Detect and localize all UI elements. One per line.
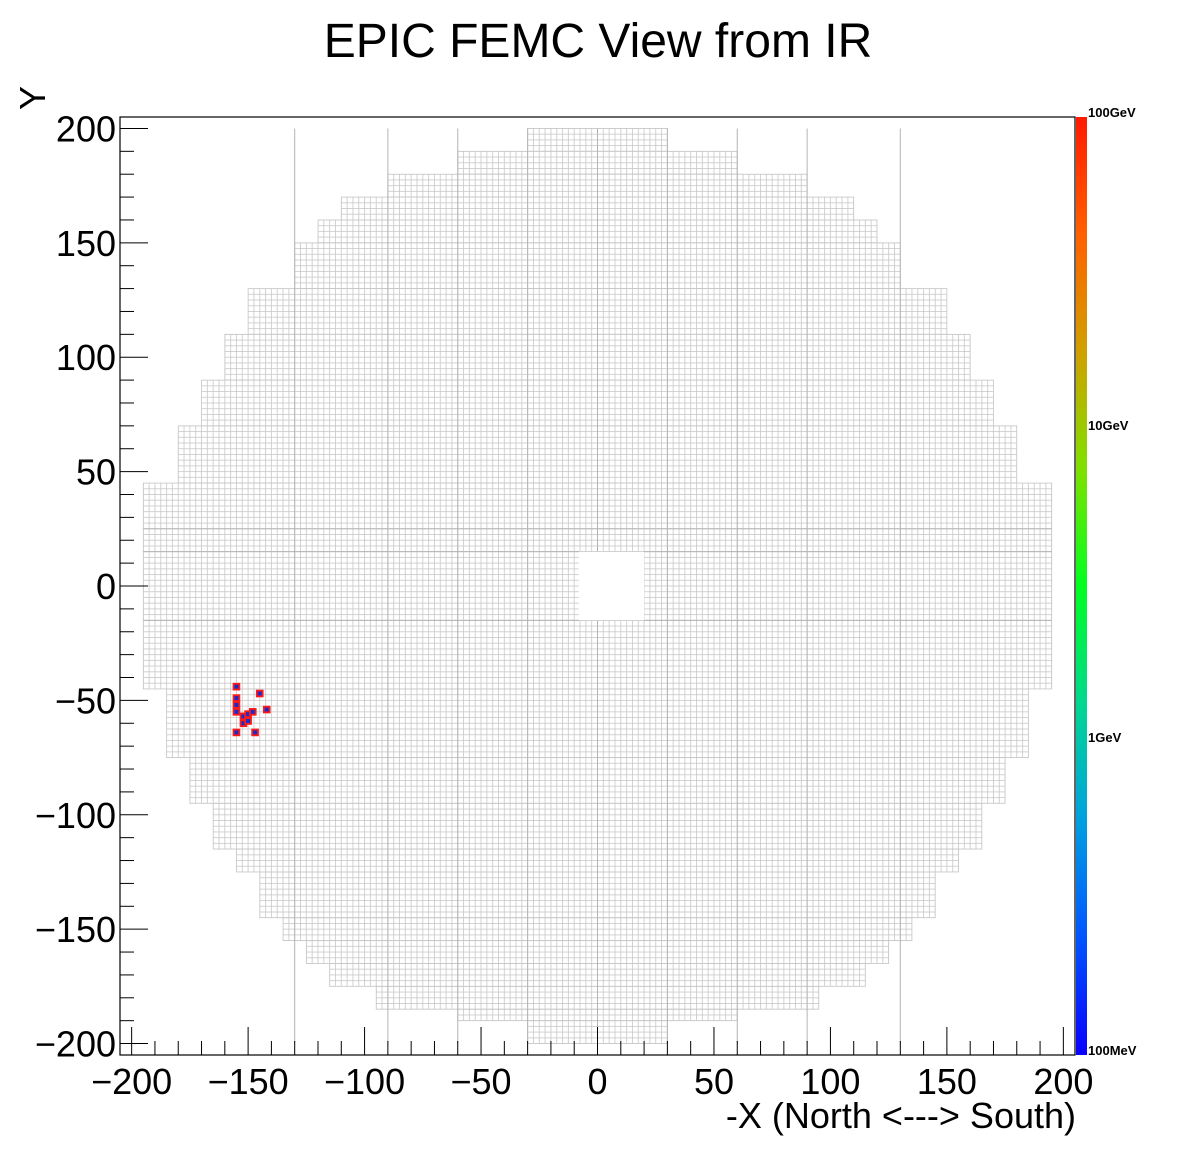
chart-title: EPIC FEMC View from IR xyxy=(323,15,873,68)
y-tick-label: −100 xyxy=(35,795,116,836)
x-tick-label: −200 xyxy=(91,1061,172,1102)
beam-pipe-hole xyxy=(578,551,645,621)
y-tick-label: 150 xyxy=(56,223,116,264)
y-tick-label: −50 xyxy=(55,680,116,721)
detector-tower-grid xyxy=(142,128,1053,1044)
color-scale-bar xyxy=(1076,117,1087,1055)
y-tick-label: 50 xyxy=(76,452,116,493)
x-tick-label: 200 xyxy=(1033,1061,1093,1102)
hit-tower-12 xyxy=(262,705,271,714)
hit-tower-2 xyxy=(232,701,241,709)
y-axis-ticks xyxy=(120,127,148,1045)
x-tick-label: 150 xyxy=(917,1061,977,1102)
x-tick-label: −150 xyxy=(208,1061,289,1102)
y-axis-label: Y xyxy=(12,85,53,110)
x-tick-label: 100 xyxy=(800,1061,860,1102)
hit-tower-10 xyxy=(251,728,259,737)
y-tick-label: −150 xyxy=(35,909,116,950)
color-scale-label-100gev: 100GeV xyxy=(1088,105,1136,120)
y-tick-label: 100 xyxy=(56,337,116,378)
color-scale-label-100mev: 100MeV xyxy=(1088,1043,1137,1058)
y-axis-tick-labels: −200 −150 −100 −50 0 50 100 150 200 xyxy=(35,108,116,1064)
x-axis-ticks xyxy=(131,1027,1064,1055)
y-tick-label: 0 xyxy=(96,566,116,607)
hit-tower-8 xyxy=(244,717,252,725)
y-tick-label: 200 xyxy=(56,108,116,149)
color-scale-label-10gev: 10GeV xyxy=(1088,418,1129,433)
hit-tower-0 xyxy=(232,682,241,691)
x-tick-label: 0 xyxy=(587,1061,607,1102)
x-axis-tick-labels: −200 −150 −100 −50 0 50 100 150 200 xyxy=(91,1061,1093,1102)
hit-towers xyxy=(232,682,271,737)
hit-tower-3 xyxy=(232,708,241,716)
hit-tower-4 xyxy=(232,728,241,737)
x-tick-label: −100 xyxy=(324,1061,405,1102)
color-scale-label-1gev: 1GeV xyxy=(1088,730,1122,745)
hit-tower-9 xyxy=(248,708,257,716)
y-tick-label: −200 xyxy=(35,1024,116,1065)
x-tick-label: −50 xyxy=(450,1061,511,1102)
hit-tower-11 xyxy=(255,689,264,698)
hit-tower-1 xyxy=(232,694,241,702)
x-tick-label: 50 xyxy=(694,1061,734,1102)
x-axis-label: -X (North <---> South) xyxy=(725,1095,1076,1136)
